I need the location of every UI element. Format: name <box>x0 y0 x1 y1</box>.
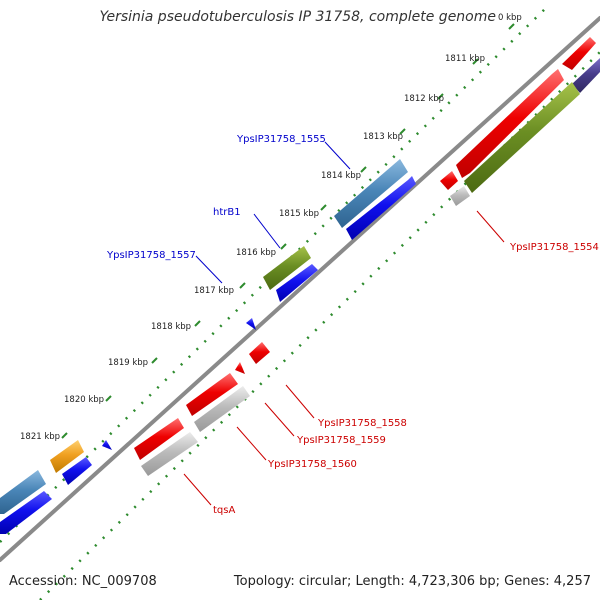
accession-text: Accession: NC_009708 <box>9 574 157 589</box>
genome-summary-text: Topology: circular; Length: 4,723,306 bp… <box>233 574 591 589</box>
leader-ypsip31758-1557 <box>195 255 223 284</box>
gene-label-ypsip31758-1554[interactable]: YpsIP31758_1554 <box>509 242 599 253</box>
forward-strand-features <box>0 37 600 514</box>
gene-label-ypsip31758-1560[interactable]: YpsIP31758_1560 <box>267 459 357 470</box>
kbp-tick-marks <box>61 23 515 439</box>
feature-gene-blue-orange-pair[interactable] <box>62 457 92 485</box>
tick-label-1819: 1819 kbp <box>108 358 148 368</box>
genome-backbone <box>0 16 600 562</box>
feature-gene-red-tqsa[interactable] <box>134 418 184 460</box>
feature-gene-olive-large[interactable] <box>464 82 580 193</box>
tick-label-1814: 1814 kbp <box>321 171 361 181</box>
kbp-tick-labels: 0 kbp 1811 kbp 1812 kbp 1813 kbp 1814 kb… <box>20 13 522 442</box>
leader-ypsip31758-1559 <box>264 402 295 437</box>
leader-htrb1 <box>253 213 281 249</box>
gene-label-ypsip31758-1559[interactable]: YpsIP31758_1559 <box>296 435 386 446</box>
reverse-strand-features <box>134 82 580 476</box>
feature-gene-red-1559[interactable] <box>235 362 245 374</box>
leader-ypsip31758-1560 <box>236 426 267 461</box>
tick-label-1815: 1815 kbp <box>279 209 319 219</box>
feature-gene-1818-blue-arrow[interactable] <box>246 318 256 330</box>
label-leader-lines <box>183 141 505 506</box>
feature-gene-top-slate[interactable] <box>572 58 600 93</box>
gene-label-ypsip31758-1557[interactable]: YpsIP31758_1557 <box>106 250 196 261</box>
feature-gene-small-blue-arrow[interactable] <box>102 440 112 450</box>
leader-ypsip31758-1558 <box>285 384 315 419</box>
feature-gene-top-red[interactable] <box>456 69 564 178</box>
tick-label-1821: 1821 kbp <box>20 432 60 442</box>
feature-gene-ypsip31758-1555-steel[interactable] <box>334 159 408 228</box>
gene-label-htrb1[interactable]: htrB1 <box>213 207 241 218</box>
leader-tqsa <box>183 473 212 506</box>
feature-gene-left-steel[interactable] <box>0 470 46 514</box>
feature-gene-top-red-small[interactable] <box>562 37 596 70</box>
leader-ypsip31758-1555 <box>324 141 351 170</box>
outer-tick-track <box>0 5 549 543</box>
feature-gene-gray-1554[interactable] <box>450 186 470 206</box>
forward-blue-arrows <box>0 176 416 534</box>
leader-ypsip31758-1554 <box>476 210 505 243</box>
feature-gene-red-1558[interactable] <box>249 342 270 364</box>
tick-label-0: 0 kbp <box>498 13 522 23</box>
feature-gene-blue-left[interactable] <box>0 491 52 534</box>
gene-labels: YpsIP31758_1555 htrB1 YpsIP31758_1557 Yp… <box>106 134 599 516</box>
map-title: Yersinia pseudotuberculosis IP 31758, co… <box>99 9 496 25</box>
feature-gene-gray-tqsa[interactable] <box>141 432 198 476</box>
tick-label-1813: 1813 kbp <box>363 132 403 142</box>
feature-gene-red-1560[interactable] <box>186 373 238 416</box>
tick-label-1820: 1820 kbp <box>64 395 104 405</box>
feature-gene-orange[interactable] <box>50 440 84 473</box>
tick-label-1812: 1812 kbp <box>404 94 444 104</box>
feature-gene-blue-ypsip31758-1555[interactable] <box>346 176 416 240</box>
feature-gene-blue-1557[interactable] <box>276 264 318 302</box>
feature-gene-htrb1[interactable] <box>263 246 311 290</box>
tick-label-1818: 1818 kbp <box>151 322 191 332</box>
gene-label-tqsa[interactable]: tqsA <box>213 505 235 516</box>
tick-label-1811: 1811 kbp <box>445 54 485 64</box>
gene-label-ypsip31758-1558[interactable]: YpsIP31758_1558 <box>317 418 407 429</box>
gene-label-ypsip31758-1555[interactable]: YpsIP31758_1555 <box>236 134 326 145</box>
tick-label-1817: 1817 kbp <box>194 286 234 296</box>
tick-label-1816: 1816 kbp <box>236 248 276 258</box>
feature-gene-gray-1559[interactable] <box>194 386 250 432</box>
feature-gene-red-1554-small[interactable] <box>440 171 458 190</box>
